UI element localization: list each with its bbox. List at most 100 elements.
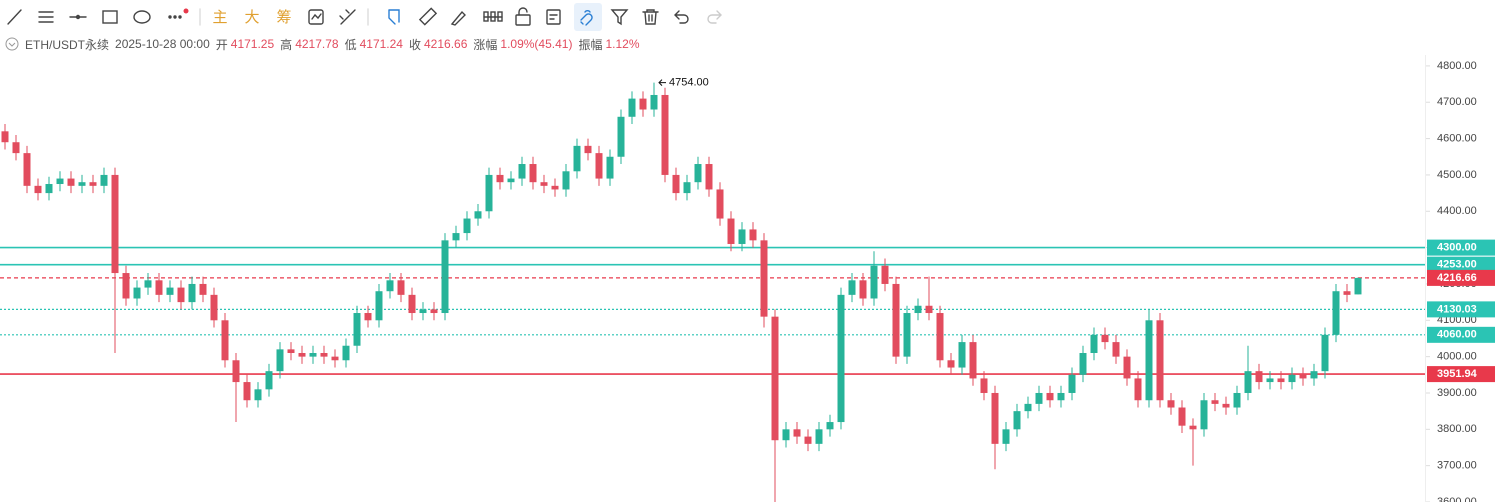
filter-tool[interactable] <box>610 9 629 26</box>
price-level-tag <box>1427 256 1495 273</box>
candle-body <box>727 218 735 244</box>
price-level-tag <box>1427 269 1495 286</box>
candle-body <box>738 229 746 244</box>
candle-body <box>23 153 31 186</box>
candle-body <box>463 218 471 234</box>
candle-body <box>1211 400 1219 404</box>
collapse-icon[interactable] <box>5 37 19 51</box>
candle-body <box>353 313 361 346</box>
y-tick-label: 3600.00 <box>1437 496 1477 502</box>
candle-body <box>210 294 218 321</box>
candle-body <box>650 94 658 110</box>
candle-body <box>386 280 394 292</box>
candle-body <box>507 178 515 183</box>
size-button[interactable]: 大 <box>244 9 259 26</box>
y-tick-label: 4400.00 <box>1437 205 1477 217</box>
candle-body <box>166 287 174 295</box>
candle-body <box>199 283 207 295</box>
candle-body <box>991 392 999 444</box>
candle-body <box>969 342 977 379</box>
link-tool[interactable] <box>580 10 593 26</box>
magnet-tool[interactable] <box>388 9 400 25</box>
trend-line-tool[interactable] <box>7 9 22 25</box>
candle-body <box>441 240 449 314</box>
field-value: 1.09%(45.41) <box>500 37 573 51</box>
field-value: 1.12% <box>605 37 640 51</box>
undo[interactable] <box>674 10 689 24</box>
candle-body <box>221 320 229 361</box>
candle-body <box>694 164 702 183</box>
candle-body <box>133 287 141 299</box>
redo[interactable] <box>707 10 722 24</box>
field-value: 4216.66 <box>424 37 468 51</box>
candle-body <box>617 116 625 157</box>
candle-body <box>892 283 900 357</box>
candle-body <box>551 185 559 190</box>
price-level-label: 4300.00 <box>1437 242 1477 254</box>
measure-tool[interactable] <box>339 9 356 25</box>
brush-tool[interactable] <box>450 10 466 26</box>
candle-body <box>540 182 548 186</box>
candle-body <box>683 182 691 194</box>
candle-body <box>1090 334 1098 353</box>
y-tick-label: 3900.00 <box>1437 387 1477 399</box>
candle-body <box>1013 411 1021 430</box>
y-tick-label: 4000.00 <box>1437 351 1477 363</box>
parallel-lines-tool[interactable] <box>38 11 54 23</box>
candle-body <box>1332 291 1340 335</box>
rectangle-tool[interactable] <box>102 10 118 24</box>
candle-body <box>419 309 427 314</box>
price-level-tag <box>1427 301 1495 318</box>
symbol: ETH/USDT永续 <box>25 37 110 52</box>
edit-tool[interactable] <box>546 9 561 25</box>
candle-body <box>782 429 790 441</box>
candle-body <box>749 229 757 241</box>
more-tools[interactable] <box>168 8 189 19</box>
candle-settings[interactable] <box>483 11 503 22</box>
candle-body <box>177 287 185 303</box>
candle-body <box>1277 378 1285 383</box>
candle-body <box>1112 342 1120 357</box>
candle-body <box>1299 374 1307 379</box>
candle-body <box>1343 291 1351 295</box>
horizontal-line-tool[interactable] <box>69 14 87 20</box>
candle-body <box>1123 356 1131 379</box>
main-indicator-button[interactable]: 主 <box>212 9 227 26</box>
candle-body <box>78 182 86 186</box>
candle-body <box>430 309 438 314</box>
candle-body <box>584 145 592 154</box>
candle-body <box>1101 334 1109 343</box>
delete-tool[interactable] <box>642 9 659 25</box>
price-level-tag <box>1427 366 1495 383</box>
candle-body <box>331 356 339 361</box>
candle-body <box>12 142 20 154</box>
field-label: 振幅 <box>578 37 603 52</box>
candle-body <box>276 349 284 372</box>
price-level-label: 4253.00 <box>1437 259 1477 271</box>
candle-body <box>496 174 504 183</box>
candle-body <box>1310 371 1318 379</box>
ellipse-tool[interactable] <box>133 10 151 24</box>
candle-body <box>1002 429 1010 444</box>
candle-body <box>562 171 570 190</box>
candle-body <box>56 178 64 185</box>
candle-body <box>34 185 42 194</box>
lock-tool[interactable] <box>515 7 531 26</box>
candle-body <box>793 429 801 437</box>
candle-body <box>925 305 933 314</box>
candle-body <box>100 174 108 186</box>
candle-body <box>936 313 944 361</box>
chips-button[interactable]: 筹 <box>276 9 291 26</box>
candle-body <box>397 280 405 295</box>
field-label: 低 <box>344 37 357 52</box>
candle-body <box>529 164 537 183</box>
replay-tool[interactable] <box>308 9 324 25</box>
ruler-tool[interactable] <box>418 7 438 26</box>
candle-body <box>1024 403 1032 412</box>
candle-body <box>1321 334 1329 372</box>
candle-body <box>1 131 9 143</box>
ohlc-header: ETH/USDT永续 2025-10-28 00:00 开 4171.25 高 421… <box>0 36 646 52</box>
field-label: 收 <box>408 37 421 52</box>
